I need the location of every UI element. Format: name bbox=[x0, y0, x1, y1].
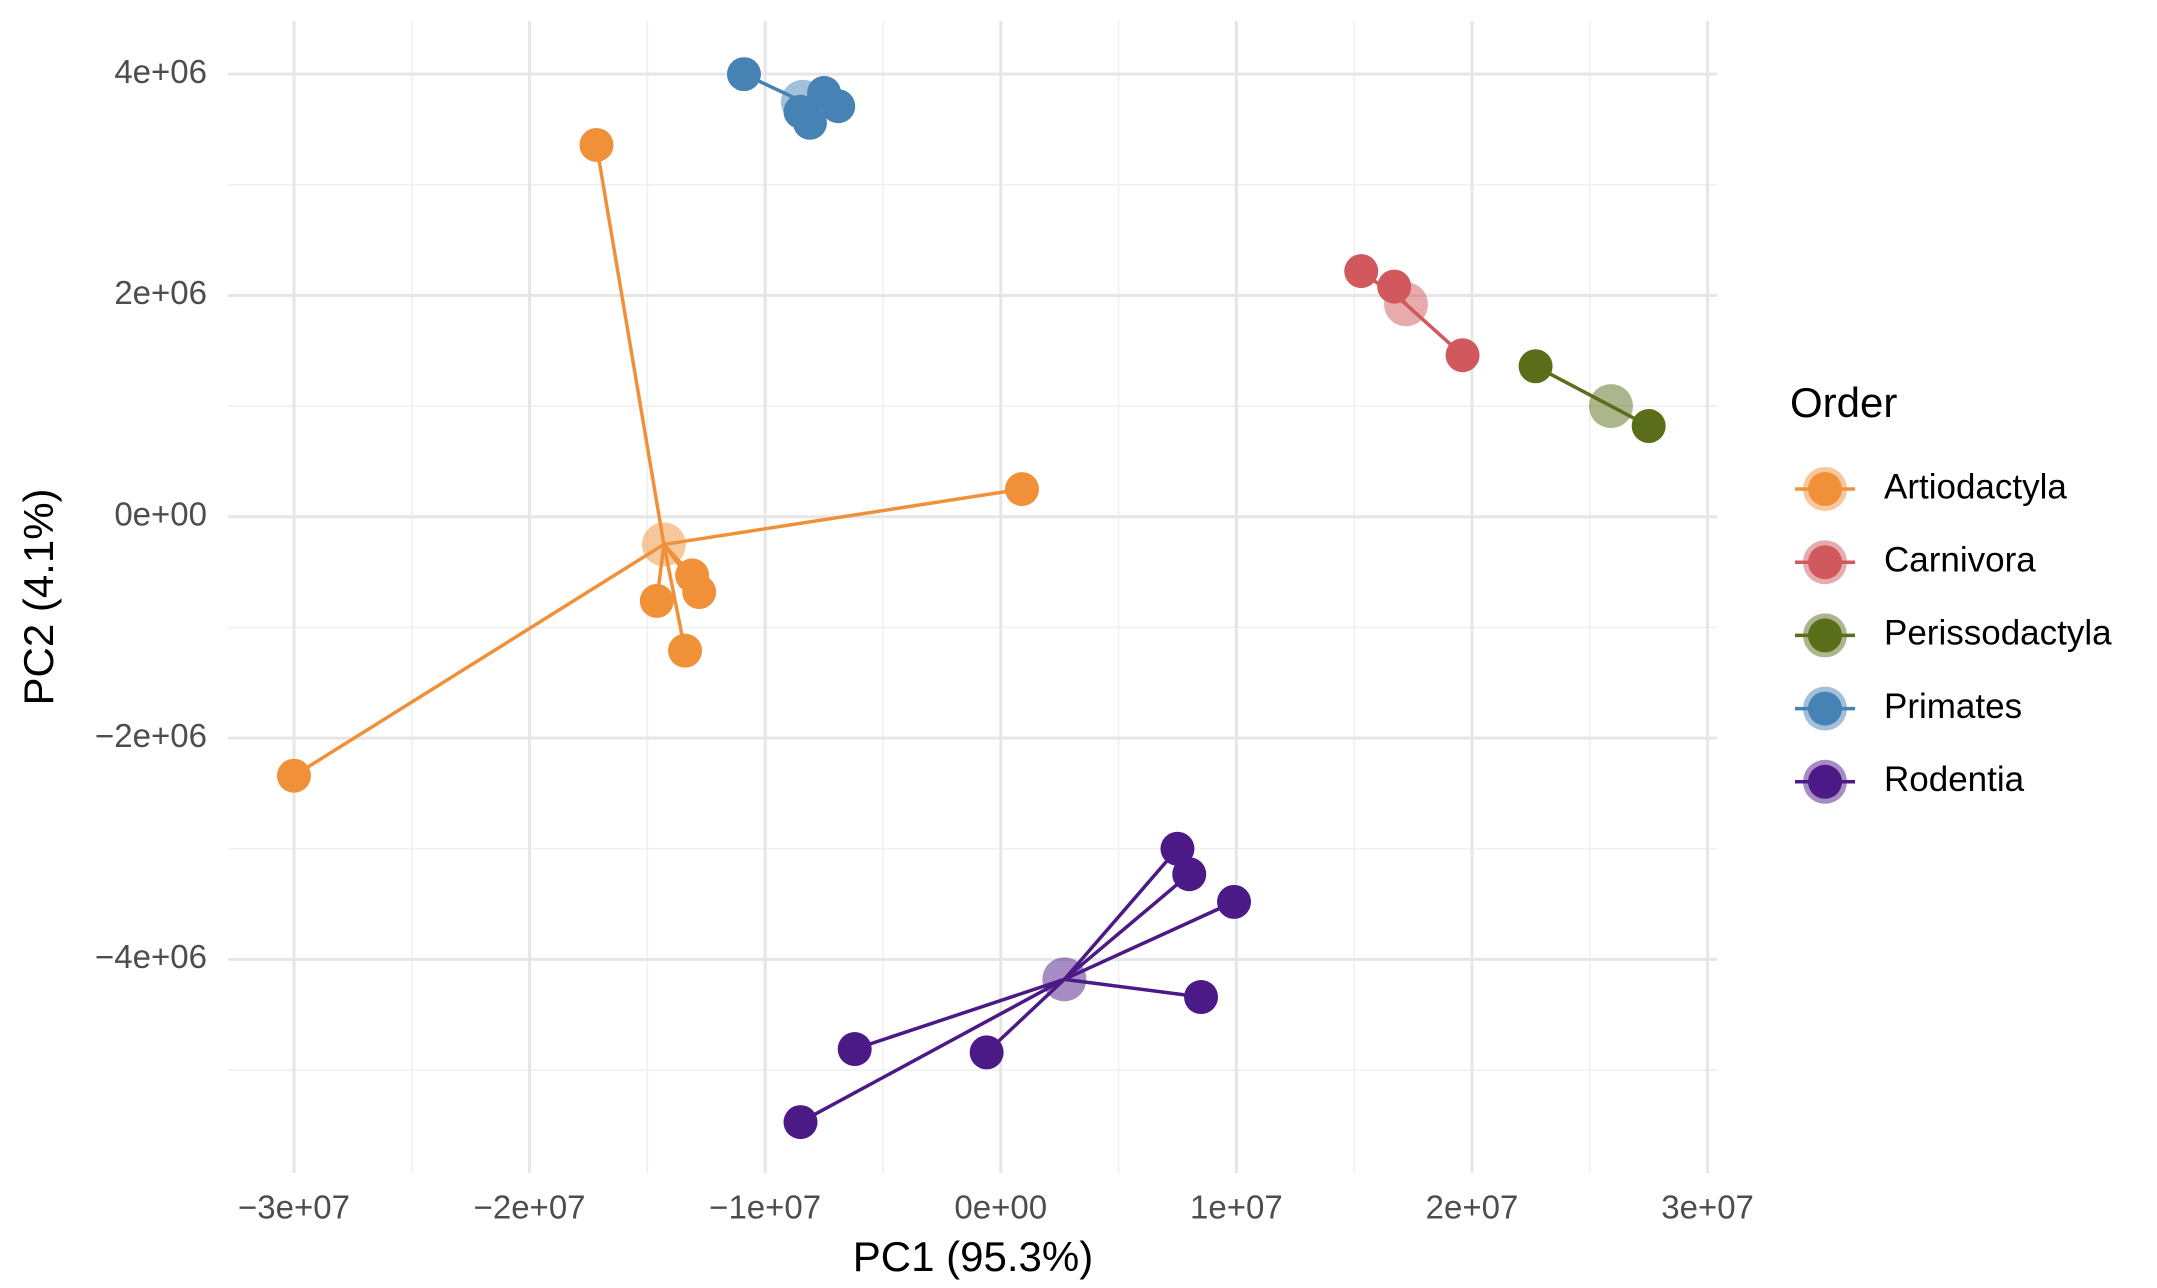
point bbox=[1445, 338, 1480, 373]
point bbox=[682, 575, 717, 610]
x-tick-label: 3e+07 bbox=[1661, 1189, 1754, 1226]
legend-key bbox=[1808, 691, 1842, 726]
point bbox=[668, 633, 703, 668]
point bbox=[1004, 472, 1039, 507]
point bbox=[1518, 349, 1553, 384]
point bbox=[579, 127, 614, 162]
centroid bbox=[641, 522, 686, 567]
centroid bbox=[1042, 957, 1087, 1002]
point bbox=[792, 105, 827, 140]
spoke bbox=[594, 144, 666, 545]
spoke bbox=[1063, 900, 1235, 981]
point bbox=[276, 758, 311, 793]
y-axis-title: PC2 (4.1%) bbox=[15, 488, 62, 705]
legend-label: Rodentia bbox=[1884, 760, 2025, 799]
spoke bbox=[854, 977, 1065, 1051]
point bbox=[1172, 857, 1207, 892]
legend-label: Primates bbox=[1884, 687, 2022, 726]
legend-key bbox=[1808, 764, 1842, 799]
x-tick-label: 2e+07 bbox=[1426, 1189, 1519, 1226]
y-tick-label: −4e+06 bbox=[95, 938, 207, 975]
legend: Artiodactyla Carnivora Perissodactyla Prima… bbox=[1795, 467, 2112, 804]
spoke bbox=[1064, 977, 1202, 999]
point bbox=[1377, 269, 1412, 304]
point bbox=[1160, 831, 1195, 866]
x-tick-label: −2e+07 bbox=[474, 1189, 586, 1226]
x-tick-label: 1e+07 bbox=[1190, 1189, 1283, 1226]
x-tick-label: 0e+00 bbox=[954, 1189, 1047, 1226]
x-axis-title: PC1 (95.3%) bbox=[853, 1233, 1093, 1280]
legend-label: Perissodactyla bbox=[1884, 614, 2112, 653]
y-tick-label: 0e+00 bbox=[114, 495, 207, 532]
legend-label: Carnivora bbox=[1884, 540, 2036, 579]
point bbox=[837, 1032, 872, 1067]
point bbox=[726, 57, 761, 92]
point bbox=[1184, 980, 1219, 1015]
point bbox=[783, 1105, 818, 1140]
point bbox=[639, 583, 674, 618]
point bbox=[1344, 254, 1379, 289]
x-tick-label: −3e+07 bbox=[238, 1189, 350, 1226]
spoke bbox=[1063, 872, 1191, 981]
spoke bbox=[1063, 847, 1179, 981]
legend-key bbox=[1808, 472, 1842, 506]
grid: −3e+07 −2e+07 −1e+07 0e+00 1e+07 2e+07 3e+07 −4… bbox=[95, 21, 1754, 1226]
x-tick-label: −1e+07 bbox=[709, 1189, 821, 1226]
spoke bbox=[293, 542, 665, 778]
point bbox=[821, 89, 856, 124]
y-tick-label: 4e+06 bbox=[114, 53, 207, 90]
spoke bbox=[799, 977, 1066, 1124]
y-tick-label: 2e+06 bbox=[114, 274, 207, 311]
spoke bbox=[663, 487, 1023, 547]
legend-key bbox=[1808, 618, 1842, 653]
legend-title: Order bbox=[1790, 379, 1897, 426]
point bbox=[1217, 884, 1252, 919]
legend-label: Artiodactyla bbox=[1884, 467, 2067, 506]
centroid bbox=[1588, 384, 1633, 429]
y-tick-label: −2e+06 bbox=[95, 717, 207, 754]
point bbox=[1631, 409, 1666, 444]
point bbox=[969, 1035, 1004, 1070]
legend-key bbox=[1808, 545, 1842, 580]
plot-area bbox=[276, 57, 1666, 1140]
